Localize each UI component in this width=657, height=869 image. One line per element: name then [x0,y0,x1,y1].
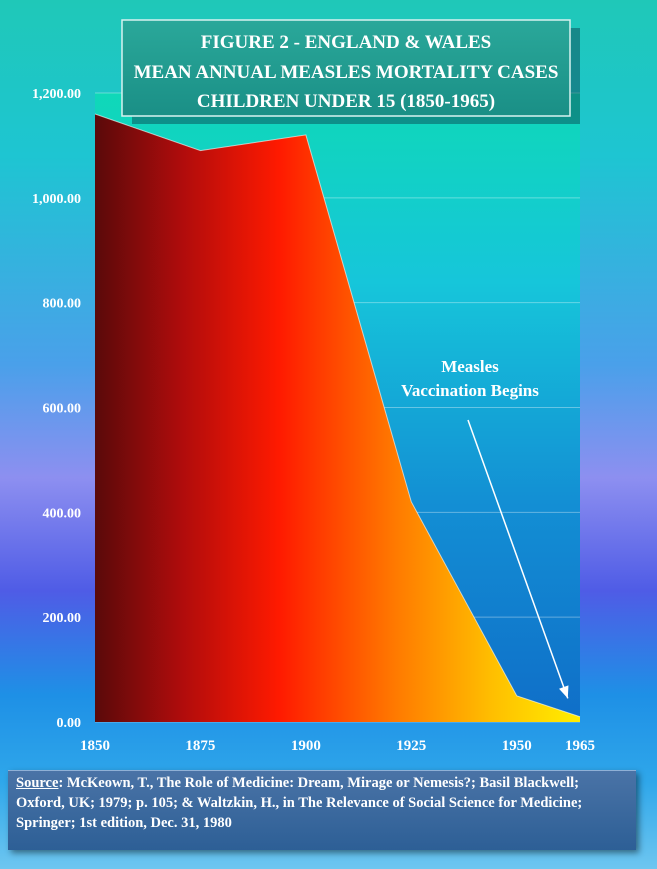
x-tick-label-5: 1965 [565,738,595,754]
annotation-arrow [467,419,569,699]
annotation-line-1: Measles [441,357,499,376]
mortality-line [94,113,581,718]
title-line-1: FIGURE 2 - ENGLAND & WALES [201,32,492,53]
annotation-arrowhead [559,685,569,699]
title-line-2: MEAN ANNUAL MEASLES MORTALITY CASES [134,62,559,83]
mortality-area [95,113,580,722]
y-tick-label-2: 400.00 [43,506,82,521]
y-tick-label-0: 0.00 [57,716,82,731]
y-axis-tick-labels: 0.00 200.00 400.00 600.00 800.00 1,000.00 1,20… [32,87,81,731]
source-citation: Source: McKeown, T., The Role of Medicin… [8,770,636,850]
x-tick-label-1: 1875 [185,738,215,754]
y-tick-label-5: 1,000.00 [32,192,81,207]
annotation: Measles Vaccination Begins [401,357,569,699]
title-line-3: CHILDREN UNDER 15 (1850-1965) [197,91,495,112]
y-tick-label-3: 600.00 [43,402,82,417]
x-tick-label-4: 1950 [502,738,532,754]
annotation-line-2: Vaccination Begins [401,381,539,400]
y-tick-label-1: 200.00 [43,611,82,626]
title-box: FIGURE 2 - ENGLAND & WALES MEAN ANNUAL M… [121,19,580,124]
x-axis-tick-labels: 1850 1875 1900 1925 1950 1965 [80,738,595,754]
source-label: Source [16,775,59,791]
source-text: : McKeown, T., The Role of Medicine: Dre… [16,775,583,831]
x-tick-label-3: 1925 [396,738,426,754]
y-tick-label-6: 1,200.00 [32,87,81,102]
x-tick-label-0: 1850 [80,738,110,754]
x-tick-label-2: 1900 [291,738,321,754]
y-tick-label-4: 800.00 [43,297,82,312]
